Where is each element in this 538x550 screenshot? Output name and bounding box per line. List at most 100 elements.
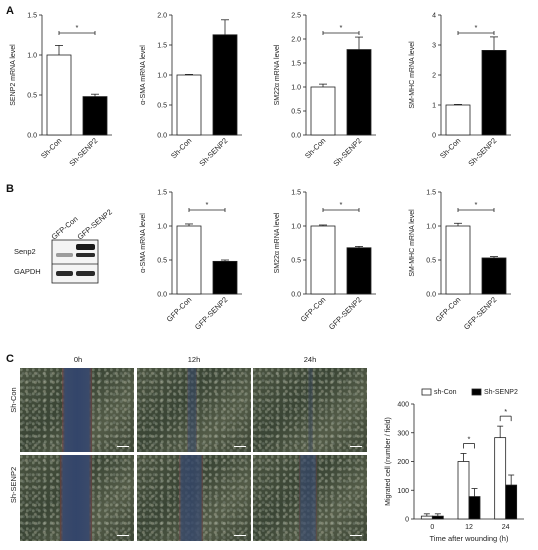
bar-control: [176, 74, 202, 136]
y-tick-label: 0.0: [27, 133, 37, 140]
chart-smmhc-mrna-overexpression: 0.0 0.5 1.0 1.5 SM-MHC mRNA level GFP-Con GFP-…: [409, 190, 511, 331]
y-tick-label: 0: [432, 133, 436, 140]
y-tick-label: 0.0: [291, 133, 301, 140]
significance-star: *: [468, 434, 471, 443]
bar-treated: [82, 96, 108, 136]
bar-control: [310, 86, 336, 136]
significance-star: *: [340, 23, 343, 32]
significance-star: *: [206, 200, 209, 209]
x-tick-label: GFP-SENP2: [327, 295, 363, 331]
significance-star: *: [504, 407, 507, 416]
y-tick-label: 0.5: [157, 258, 167, 265]
blot-row-label-senp2: Senp2: [14, 247, 36, 256]
panel-letter-c: C: [6, 353, 14, 365]
x-tick-label: Sh-SENP2: [67, 136, 99, 168]
y-tick-label: 1.5: [157, 190, 167, 197]
y-tick-label: 1.0: [291, 224, 301, 231]
y-tick-label: 300: [397, 430, 409, 437]
bar-sh-con: [457, 461, 470, 520]
y-tick-label: 1.0: [27, 53, 37, 60]
y-axis-label: SM-MHC mRNA level: [409, 209, 416, 277]
y-tick-label: 1.0: [157, 224, 167, 231]
x-tick-label: Sh-Con: [303, 136, 327, 160]
y-tick-label: 0.5: [157, 103, 167, 110]
chart-senp2-mrna: 0.0 0.5 1.0 1.5 SENP2 mRNA level Sh-Con Sh-SEN…: [10, 13, 112, 168]
y-tick-label: 0.5: [27, 93, 37, 100]
legend-label-sh-con: sh-Con: [434, 389, 457, 396]
row-label-sh-con: Sh-Con: [9, 387, 18, 412]
panel-letter-b: B: [6, 183, 14, 195]
bar-treated: [346, 247, 372, 295]
significance-star: *: [475, 200, 478, 209]
chart-sm22a-mrna-knockdown: 0.0 0.5 1.0 1.5 2.0 2.5 SM22α mRNA level Sh-Con…: [274, 13, 376, 168]
bar-sh-senp2: [505, 484, 518, 520]
blot-lane-label-con: GFP-Con: [50, 214, 80, 241]
micrograph-sh-senp2-24h: [253, 455, 367, 541]
y-tick-label: 1.5: [27, 13, 37, 20]
y-tick-label: 0.0: [291, 292, 301, 299]
x-tick-label: GFP-Con: [165, 295, 194, 324]
blot-band-senp2-con: [56, 253, 73, 257]
micrograph-sh-con-0h: [20, 368, 134, 452]
y-axis-label: SM-MHC mRNA level: [409, 41, 416, 109]
blot-lane-label-senp2: GFP-SENP2: [76, 207, 114, 241]
x-tick-label: GFP-SENP2: [462, 295, 498, 331]
row-label-sh-senp2: Sh-SENP2: [9, 467, 18, 503]
legend-label-sh-senp2: Sh-SENP2: [484, 389, 518, 396]
legend-swatch-sh-con: [421, 388, 432, 396]
y-tick-label: 2.0: [291, 37, 301, 44]
significance-star: *: [76, 23, 79, 32]
y-tick-label: 1.5: [157, 43, 167, 50]
x-tick-label: Sh-Con: [169, 136, 193, 160]
y-axis-label: α-SMA mRNA level: [140, 213, 147, 273]
y-tick-label: 1: [432, 103, 436, 110]
x-tick-label: Sh-Con: [438, 136, 462, 160]
y-tick-label: 200: [397, 459, 409, 466]
y-tick-label: 1.5: [291, 190, 301, 197]
bar-treated: [346, 49, 372, 136]
blot-row-label-gapdh: GAPDH: [14, 267, 41, 276]
y-tick-label: 0.5: [426, 258, 436, 265]
bar-control: [310, 225, 336, 295]
bar-treated: [212, 260, 238, 295]
micrograph-sh-senp2-12h: [137, 455, 251, 541]
x-tick-label: Sh-SENP2: [466, 136, 498, 168]
y-tick-label: 1.5: [426, 190, 436, 197]
y-tick-label: 0.5: [291, 109, 301, 116]
chart-asma-mrna-knockdown: 0.0 0.5 1.0 1.5 2.0 α-SMA mRNA level Sh-Con Sh-…: [140, 13, 242, 168]
y-axis-label: α-SMA mRNA level: [140, 45, 147, 105]
chart-migrated-cells: 0 100 200 300 400 Migrated cell (number / fie…: [385, 388, 524, 543]
panel-letter-a: A: [6, 5, 14, 17]
x-tick-label: 24: [502, 524, 510, 531]
bar-control: [176, 225, 202, 295]
y-tick-label: 2: [432, 73, 436, 80]
y-tick-label: 0.0: [426, 292, 436, 299]
micrograph-sh-senp2-0h: [20, 455, 134, 541]
blot-band-senp2-overexpressed: [76, 244, 95, 250]
y-tick-label: 2.0: [157, 13, 167, 20]
bar-sh-senp2: [431, 515, 444, 520]
bar-control: [445, 104, 471, 136]
y-tick-label: 1.5: [291, 61, 301, 68]
micrograph-sh-con-12h: [137, 368, 251, 452]
blot-band-gapdh-senp2: [76, 271, 95, 276]
x-tick-label: GFP-Con: [299, 295, 328, 324]
time-label-24h: 24h: [304, 355, 317, 364]
y-tick-label: 1.0: [426, 224, 436, 231]
bar-treated: [481, 50, 507, 136]
significance-star: *: [475, 23, 478, 32]
bar-control: [46, 54, 72, 136]
bar-control: [445, 225, 471, 295]
y-axis-label: SENP2 mRNA level: [10, 44, 17, 106]
x-tick-label: Sh-Con: [39, 136, 63, 160]
y-axis-label: SM22α mRNA level: [274, 212, 281, 273]
x-tick-label: 12: [465, 524, 473, 531]
y-tick-label: 0.0: [157, 292, 167, 299]
western-blot: GFP-Con GFP-SENP2 Senp2 GAPDH: [14, 207, 114, 284]
chart-asma-mrna-overexpression: 0.0 0.5 1.0 1.5 α-SMA mRNA level GFP-Con GFP-S…: [140, 190, 242, 331]
y-tick-label: 3: [432, 43, 436, 50]
time-label-12h: 12h: [188, 355, 201, 364]
y-axis-label: SM22α mRNA level: [274, 44, 281, 105]
x-axis-label: Time after wounding (h): [430, 534, 509, 543]
